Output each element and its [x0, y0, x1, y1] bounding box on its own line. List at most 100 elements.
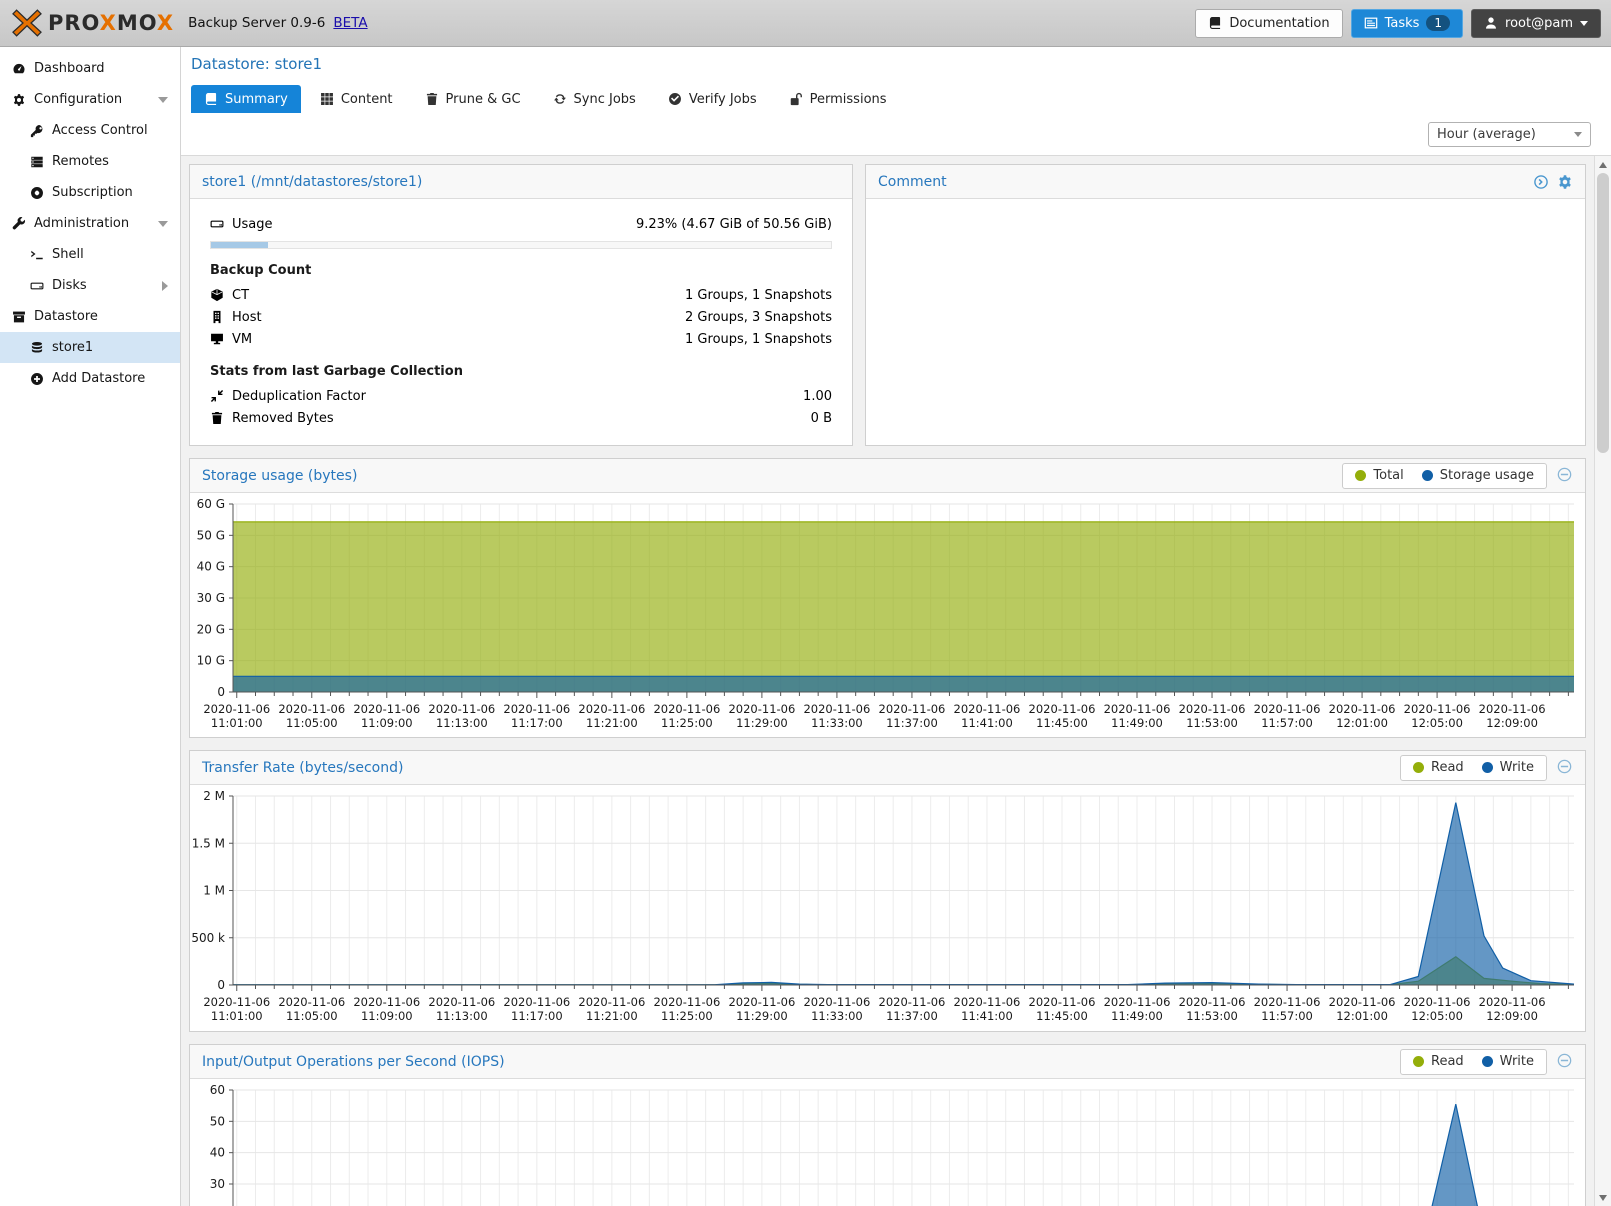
scroll-up-arrow-icon[interactable]	[1595, 157, 1611, 172]
product-version: Backup Server 0.9-6	[188, 15, 326, 31]
svg-text:2020-11-06: 2020-11-06	[879, 995, 946, 1009]
sidebar-item-label: Disks	[52, 278, 87, 293]
tab-prune-gc[interactable]: Prune & GC	[412, 85, 534, 113]
tab-label: Permissions	[809, 91, 887, 107]
svg-text:2020-11-06: 2020-11-06	[954, 995, 1021, 1009]
datastore-panel-title: store1 (/mnt/datastores/store1)	[202, 173, 423, 190]
svg-text:12:09:00: 12:09:00	[1486, 716, 1538, 730]
svg-text:11:33:00: 11:33:00	[811, 1009, 863, 1023]
sidebar-item-label: Remotes	[52, 154, 109, 169]
svg-text:20 G: 20 G	[197, 622, 225, 636]
tab-content[interactable]: Content	[307, 85, 406, 113]
user-icon	[1486, 17, 1497, 29]
hdd-icon	[30, 282, 44, 289]
trash-icon	[426, 93, 437, 105]
svg-text:40 G: 40 G	[197, 560, 225, 574]
sidebar-item-access-control[interactable]: Access Control	[0, 115, 180, 146]
brand-text: PROXMOX	[48, 11, 175, 35]
cube-icon	[211, 288, 223, 302]
check-circle-icon	[668, 93, 681, 105]
sidebar-item-label: Dashboard	[34, 61, 105, 76]
scrollbar-thumb[interactable]	[1597, 173, 1609, 453]
sidebar-item-disks[interactable]: Disks	[0, 270, 180, 301]
documentation-button[interactable]: Documentation	[1195, 8, 1343, 38]
desktop-icon	[211, 333, 223, 345]
tasks-button[interactable]: Tasks 1	[1350, 8, 1464, 38]
svg-text:500 k: 500 k	[191, 931, 225, 945]
sidebar-item-datastore[interactable]: Datastore	[0, 301, 180, 332]
svg-text:11:41:00: 11:41:00	[961, 716, 1013, 730]
minus-circle-icon	[1557, 1053, 1572, 1068]
svg-text:2020-11-06: 2020-11-06	[653, 702, 720, 716]
beta-link[interactable]: BETA	[333, 15, 368, 31]
minus-circle-icon	[1557, 467, 1572, 482]
chart-title: Input/Output Operations per Second (IOPS…	[202, 1053, 505, 1070]
tasks-count-badge: 1	[1426, 15, 1451, 31]
svg-text:2020-11-06: 2020-11-06	[353, 702, 420, 716]
svg-text:2020-11-06: 2020-11-06	[728, 995, 795, 1009]
user-menu-button[interactable]: root@pam	[1471, 8, 1601, 38]
legend-dot-icon	[1355, 470, 1367, 481]
legend-item: Write	[1481, 760, 1534, 775]
svg-text:10 G: 10 G	[197, 654, 225, 668]
sidebar-item-remotes[interactable]: Remotes	[0, 146, 180, 177]
building-icon	[213, 310, 221, 324]
time-range-dropdown[interactable]: Hour (average)	[1428, 121, 1591, 147]
svg-text:2020-11-06: 2020-11-06	[428, 702, 495, 716]
tab-permissions[interactable]: Permissions	[776, 85, 900, 113]
datastore-summary-panel: store1 (/mnt/datastores/store1) Usage 9.2…	[189, 164, 853, 446]
sidebar-item-dashboard[interactable]: Dashboard	[0, 53, 180, 84]
caret-down-icon	[1580, 20, 1588, 26]
sidebar-item-configuration[interactable]: Configuration	[0, 84, 180, 115]
svg-text:11:57:00: 11:57:00	[1261, 716, 1313, 730]
svg-text:2020-11-06: 2020-11-06	[503, 995, 570, 1009]
sidebar-item-label: Access Control	[52, 123, 148, 138]
svg-text:2020-11-06: 2020-11-06	[1254, 995, 1321, 1009]
svg-text:11:29:00: 11:29:00	[736, 716, 788, 730]
plus-circle-icon	[31, 372, 43, 385]
svg-text:2020-11-06: 2020-11-06	[278, 702, 345, 716]
tab-sync-jobs[interactable]: Sync Jobs	[540, 85, 649, 113]
svg-text:2020-11-06: 2020-11-06	[728, 702, 795, 716]
backup-count-heading: Backup Count	[210, 263, 312, 278]
svg-text:11:37:00: 11:37:00	[886, 1009, 938, 1023]
tab-verify-jobs[interactable]: Verify Jobs	[655, 85, 770, 113]
tab-label: Prune & GC	[445, 91, 521, 107]
tab-label: Sync Jobs	[573, 91, 636, 107]
chart-panel-transfer: Transfer Rate (bytes/second) Read Write 0 50…	[189, 750, 1586, 1032]
sidebar-item-subscription[interactable]: Subscription	[0, 177, 180, 208]
backup-count-row: CT 1 Groups, 1 Snapshots	[190, 284, 852, 306]
svg-text:60: 60	[210, 1083, 225, 1097]
sidebar-item-add-datastore[interactable]: Add Datastore	[0, 363, 180, 394]
gc-stats-row: Removed Bytes 0 B	[190, 407, 852, 429]
svg-text:2020-11-06: 2020-11-06	[1329, 702, 1396, 716]
comment-body[interactable]	[866, 199, 1585, 445]
svg-text:2020-11-06: 2020-11-06	[1029, 702, 1096, 716]
database-icon	[31, 341, 43, 353]
svg-text:2020-11-06: 2020-11-06	[353, 995, 420, 1009]
svg-text:2020-11-06: 2020-11-06	[203, 702, 270, 716]
svg-text:11:13:00: 11:13:00	[436, 716, 488, 730]
vertical-scrollbar[interactable]	[1594, 156, 1611, 1206]
legend-item: Write	[1481, 1054, 1534, 1069]
sidebar-item-administration[interactable]: Administration	[0, 208, 180, 239]
main-content: Datastore: store1 Summary Content Prune & …	[181, 47, 1611, 1206]
legend-dot-icon	[1413, 1056, 1424, 1067]
legend-item: Read	[1413, 760, 1464, 775]
chart-panel-storage: Storage usage (bytes) Total Storage usage 0…	[189, 458, 1586, 738]
legend-item: Read	[1413, 1054, 1464, 1069]
chart-legend: Total Storage usage	[1342, 462, 1547, 489]
chart-panel-iops: Input/Output Operations per Second (IOPS…	[189, 1044, 1586, 1206]
archive-icon	[13, 311, 25, 322]
gc-stats-heading: Stats from last Garbage Collection	[210, 364, 463, 379]
svg-text:2020-11-06: 2020-11-06	[1179, 702, 1246, 716]
tab-summary[interactable]: Summary	[191, 85, 301, 113]
sidebar-item-shell[interactable]: Shell	[0, 239, 180, 270]
sidebar-item-store1[interactable]: store1	[0, 332, 180, 363]
svg-text:2020-11-06: 2020-11-06	[1104, 702, 1171, 716]
sidebar-item-label: Administration	[34, 216, 130, 231]
svg-text:30 G: 30 G	[197, 591, 225, 605]
sidebar-item-label: Add Datastore	[52, 371, 146, 386]
scroll-down-arrow-icon[interactable]	[1595, 1190, 1611, 1205]
legend-dot-icon	[1481, 762, 1493, 773]
